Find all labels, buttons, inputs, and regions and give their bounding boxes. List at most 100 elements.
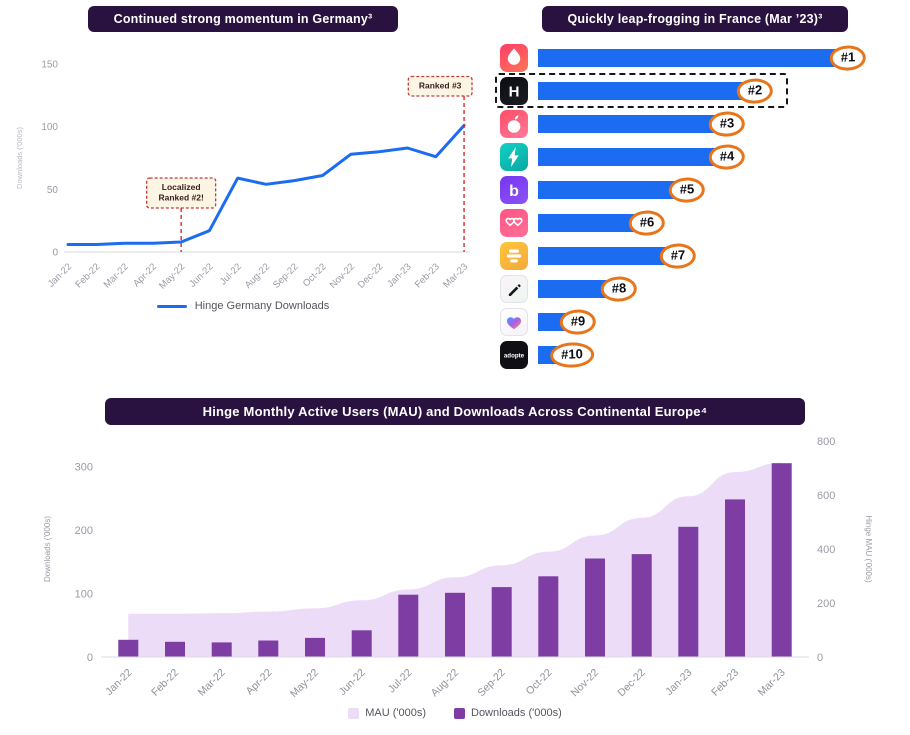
downloads-bar-Oct-22 [538,576,559,657]
legend-item-downloads: Downloads ('000s) [454,707,562,719]
france-rank-row-8: #8 [500,275,904,303]
germany-y-tick: 50 [47,185,59,196]
rank-badge-10: #10 [549,341,595,369]
downloads-bar-Sep-22 [491,587,512,657]
svg-glyph [505,217,523,227]
pen-icon [500,275,528,303]
europe-x-tick: Dec-22 [615,667,648,700]
svg-glyph [507,48,521,65]
germany-x-tick: Sep-22 [271,261,300,290]
path-glyph [508,147,519,167]
france-bar-track-6: #6 [538,209,848,237]
germany-x-tick: Jul-22 [218,261,244,287]
europe-x-tick: Feb-23 [709,667,741,699]
france-bar-track-7: #7 [538,242,848,270]
france-bar-track-4: #4 [538,143,848,171]
france-title-banner: Quickly leap-frogging in France (Mar ’23… [541,6,849,32]
europe-right-tick: 400 [817,544,835,556]
europe-left-tick: 300 [75,461,93,473]
france-downloads-bar-1 [538,49,848,67]
europe-x-tick: Jun-22 [337,667,368,698]
europe-right-tick: 0 [817,652,823,664]
rank-badge-2: #2 [736,77,774,105]
germany-y-axis-title: Downloads ('000s) [15,127,24,189]
svg-glyph [508,283,521,296]
germany-title-banner: Continued strong momentum in Germany³ [87,6,399,32]
france-panel: Quickly leap-frogging in France (Mar ’23… [486,6,904,374]
germany-panel: Continued strong momentum in Germany³ Do… [8,6,478,312]
rank-badge-3: #3 [708,110,746,138]
rect-glyph [509,249,519,253]
mau-legend-label: MAU ('000s) [365,707,426,719]
downloads-bar-Nov-22 [585,558,605,657]
rank-badge-8: #8 [599,275,638,303]
europe-x-tick: Jan-22 [103,667,134,698]
germany-x-tick: Jan-22 [46,261,74,289]
svg-glyph: H [509,84,520,101]
adopte-icon: adopte [500,341,528,369]
downloads-bar-Mar-23 [771,463,792,657]
france-downloads-bar-6 [538,214,647,232]
europe-x-tick: Jul-22 [386,667,415,696]
legend-item-mau: MAU ('000s) [348,707,426,719]
rainbow-heart-icon [500,308,528,336]
europe-left-tick: 0 [87,652,93,664]
france-rank-row-5: b #5 [500,176,904,204]
downloads-bar-May-22 [305,637,325,657]
germany-legend-label: Hinge Germany Downloads [194,300,330,312]
svg-glyph [506,249,522,263]
annotation-box-0 [146,177,217,209]
beehive-icon [500,242,528,270]
france-rank-row-1: #1 [500,44,904,72]
france-bar-track-10: #10 [538,341,848,369]
rank-badge-6: #6 [627,209,666,237]
europe-left-axis-title: Downloads ('000s) [43,516,52,582]
europe-right-axis-title: Hinge MAU ('000s) [864,515,873,583]
germany-y-tick: 150 [41,60,58,71]
france-rank-row-6: #6 [500,209,904,237]
france-downloads-bar-4 [538,148,728,166]
path-glyph [506,317,522,330]
europe-left-tick: 200 [75,525,93,537]
germany-x-tick: Feb-22 [73,261,102,290]
downloads-bar-Jan-23 [678,526,699,657]
hinge-h-icon: H [500,77,528,105]
svg-glyph [507,115,521,133]
germany-x-tick: Apr-22 [131,261,159,289]
germany-x-tick: Mar-23 [441,261,470,290]
downloads-legend-swatch [454,707,465,719]
text-glyph: b [509,183,519,200]
europe-x-tick: Aug-22 [429,667,462,700]
europe-x-tick: Sep-22 [475,667,508,700]
rank-badge-1: #1 [829,44,867,72]
france-bar-track-3: #3 [538,110,848,138]
europe-title-banner: Hinge Monthly Active Users (MAU) and Dow… [105,398,805,425]
france-rank-row-9: #9 [500,308,904,336]
hinge-germany-line [66,123,466,246]
path-glyph [505,217,516,227]
germany-x-tick: Jun-22 [187,261,215,289]
svg-glyph: b [509,183,519,200]
france-rank-row-3: #3 [500,110,904,138]
rank-badge-9: #9 [559,308,597,336]
europe-panel: Hinge Monthly Active Users (MAU) and Dow… [0,398,910,719]
europe-legend: MAU ('000s) Downloads ('000s) [0,707,910,719]
downloads-bar-Dec-22 [631,554,652,657]
lightning-icon [500,143,528,171]
annotation-box-1 [407,75,473,97]
text-glyph: H [509,84,520,101]
france-bar-track-1: #1 [538,44,867,72]
germany-x-tick: Mar-22 [102,261,131,290]
path-glyph [517,283,521,288]
france-bar-track-5: #5 [538,176,848,204]
europe-x-tick: Mar-22 [196,667,228,699]
downloads-bar-Apr-22 [258,640,279,657]
germany-x-tick: Dec-22 [356,261,385,290]
germany-x-tick: Nov-22 [328,261,357,290]
france-downloads-bar-2 [538,82,755,100]
path-glyph [508,286,519,296]
rank-badge-5: #5 [668,176,706,204]
europe-right-tick: 600 [817,490,835,502]
flame-icon [500,44,528,72]
